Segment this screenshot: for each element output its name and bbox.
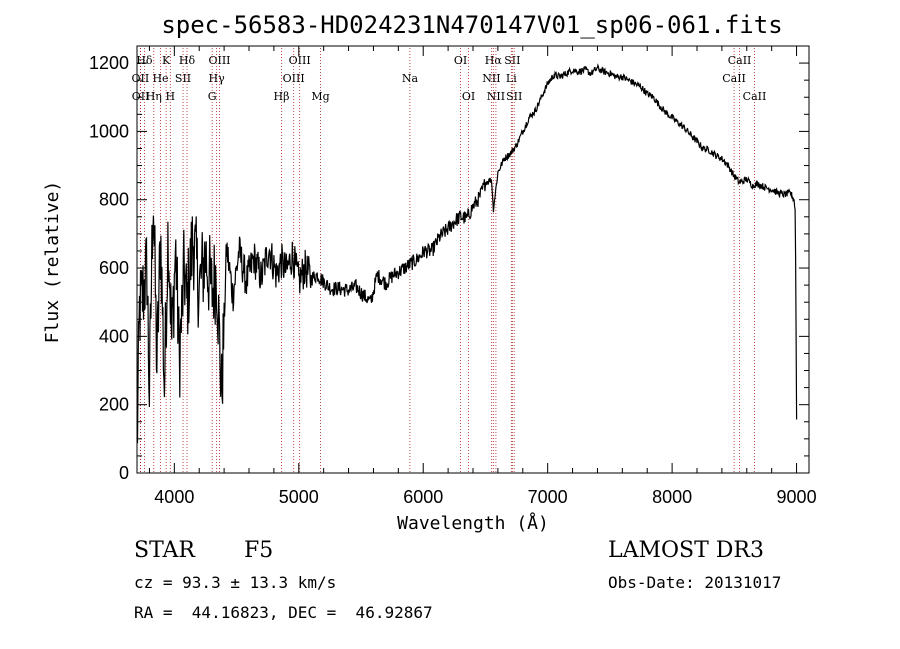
line-label: SII xyxy=(504,54,520,67)
object-subclass: F5 xyxy=(244,538,274,563)
y-tick-label: 1200 xyxy=(89,53,129,73)
line-label: Hδ xyxy=(179,54,196,67)
line-label: CaII xyxy=(728,54,752,67)
line-label: Li xyxy=(506,72,517,85)
line-label: NII xyxy=(487,90,505,103)
y-tick-label: 200 xyxy=(99,395,129,415)
line-label: OIII xyxy=(208,54,230,67)
x-axis-label: Wavelength (Å) xyxy=(397,512,549,534)
line-label: Hβ xyxy=(274,90,290,103)
y-tick-label: 1000 xyxy=(89,121,129,141)
y-tick-label: 600 xyxy=(99,258,129,278)
line-label: OI xyxy=(454,54,467,67)
line-label: NII xyxy=(482,72,500,85)
line-label: Hγ xyxy=(209,72,226,85)
survey-name: LAMOST DR3 xyxy=(608,538,764,563)
line-label: OII xyxy=(132,90,150,103)
x-tick-label: 7000 xyxy=(528,487,568,507)
obs-date-text: Obs-Date: 20131017 xyxy=(608,573,782,592)
y-tick-label: 800 xyxy=(99,190,129,210)
object-class: STAR xyxy=(134,538,195,563)
y-axis: 0 200 400 600 800 1000 1200 xyxy=(89,53,809,483)
x-tick-label: 8000 xyxy=(652,487,692,507)
x-tick-label: 9000 xyxy=(777,487,817,507)
line-label: OIII xyxy=(289,54,311,67)
line-label: Hα xyxy=(485,54,503,67)
line-label: Hη xyxy=(146,90,162,103)
line-label: G xyxy=(208,90,217,103)
spectrum-line xyxy=(136,63,798,444)
line-label: Hδ xyxy=(136,54,153,67)
line-label: OIII xyxy=(283,72,305,85)
y-tick-label: 400 xyxy=(99,326,129,346)
coordinates-text: RA = 44.16823, DEC = 46.92867 xyxy=(134,603,433,622)
x-tick-label: 5000 xyxy=(279,487,319,507)
line-label: CaII xyxy=(743,90,767,103)
line-label: Mg xyxy=(311,90,329,103)
line-label: Na xyxy=(402,72,419,85)
redshift-text: cz = 93.3 ± 13.3 km/s xyxy=(134,573,337,592)
line-label: OI xyxy=(462,90,475,103)
line-label: SII xyxy=(175,72,191,85)
x-axis: 4000 5000 6000 7000 8000 9000 xyxy=(148,46,817,507)
line-label: H xyxy=(166,90,176,103)
x-tick-label: 6000 xyxy=(403,487,443,507)
line-label: SII xyxy=(506,90,522,103)
y-axis-label: Flux (relative) xyxy=(42,181,63,344)
y-tick-label: 0 xyxy=(119,463,129,483)
chart-title: spec-56583-HD024231N470147V01_sp06-061.f… xyxy=(161,11,782,39)
x-tick-label: 4000 xyxy=(154,487,194,507)
line-label: He xyxy=(152,72,168,85)
line-label: K xyxy=(162,54,171,67)
line-label: CaII xyxy=(722,72,746,85)
